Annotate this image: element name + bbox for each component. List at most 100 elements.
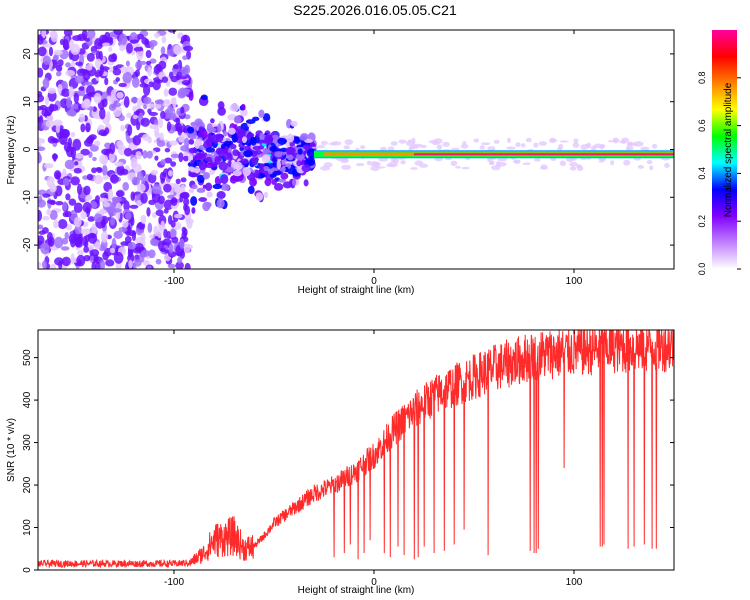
spectrogram-blob: [64, 159, 75, 170]
spectrogram-blob: [149, 234, 155, 239]
spectrogram-blob: [82, 201, 92, 214]
spectrogram-blob: [108, 66, 114, 73]
spectrogram-blob: [102, 164, 108, 177]
spectrogram-blob: [480, 142, 491, 146]
spectrogram-blob: [155, 79, 164, 84]
spectrogram-blob: [87, 135, 95, 142]
spectrogram-blob: [540, 164, 548, 170]
spectrogram-blob: [220, 174, 229, 185]
spectrogram-blob: [86, 52, 95, 62]
spectrogram-blob: [160, 220, 165, 231]
spectrogram-blob: [233, 115, 242, 124]
spectrogram-blob: [141, 176, 146, 185]
spectrogram-blob: [194, 118, 204, 128]
spectrogram-blob: [181, 79, 191, 86]
spectrogram-blob: [84, 196, 90, 202]
spectrogram-blob: [38, 114, 44, 125]
spectrogram-blob: [99, 107, 106, 120]
spectrogram-blob: [136, 200, 142, 206]
spectrogram-blob: [93, 174, 104, 185]
spectrogram-blob: [139, 83, 149, 88]
spectrogram-blob: [188, 138, 195, 145]
spectrogram-blob: [202, 171, 211, 180]
spectrogram-blob: [74, 75, 85, 84]
spectrogram-blob: [646, 159, 653, 165]
spectrogram-blob: [623, 159, 631, 166]
x-tick-label: 0: [371, 276, 377, 287]
spectrogram-blob: [74, 153, 84, 159]
spectrogram-blob: [81, 228, 91, 235]
spectrogram-blob: [303, 179, 309, 187]
spectrogram-blob: [159, 171, 166, 182]
spectrogram-blob: [131, 76, 140, 88]
spectrogram-blob: [286, 154, 294, 161]
spectrogram-blob: [129, 204, 139, 209]
spectrogram-blob: [161, 76, 169, 83]
spectrogram-blob: [664, 162, 670, 168]
spectrogram-blob: [577, 165, 584, 172]
spectrogram-blob: [132, 135, 142, 146]
spectrogram-blob: [113, 230, 123, 239]
spectrogram-blob: [70, 176, 80, 186]
spectrogram-blob: [215, 134, 224, 143]
spectrogram-blob: [255, 192, 264, 202]
spectrogram-blob: [170, 196, 178, 206]
spectrogram-blob: [179, 250, 186, 259]
spectrogram-blob: [239, 146, 244, 152]
colorbar-tick-label: 0.4: [697, 167, 707, 180]
spectrogram-blob: [214, 155, 221, 165]
spectrogram-blob: [232, 169, 243, 177]
x-tick-label: 0: [371, 577, 377, 588]
spectrogram-blob: [142, 259, 150, 266]
spectrogram-blob: [197, 152, 206, 159]
spectrogram-blob: [111, 237, 117, 250]
spectrogram-blob: [184, 262, 191, 269]
spectrogram-blob: [114, 161, 124, 167]
y-tick-label: 20: [22, 48, 33, 60]
spectrogram-blob: [190, 121, 196, 127]
spectrogram-blob: [38, 35, 44, 45]
spectrogram-blob: [65, 69, 76, 77]
colorbar-ticks: 0.0 0.2 0.4 0.6 0.8: [697, 72, 741, 275]
spectrogram-blob: [149, 124, 159, 130]
spectrogram-blob: [584, 143, 590, 147]
spectrogram-blob: [41, 260, 48, 269]
spectrogram-blob: [101, 231, 108, 243]
spectrogram-blob: [154, 32, 160, 39]
spectrogram-blob: [204, 156, 214, 163]
spectrogram-blob: [106, 111, 111, 123]
spectrogram-blob: [72, 103, 79, 110]
spectrogram-blob: [512, 160, 521, 163]
spectrogram-blob: [633, 157, 641, 161]
spectrogram-blob: [38, 261, 42, 269]
spectrogram-blob: [271, 179, 277, 186]
spectrogram-blob: [549, 139, 558, 142]
spectrogram-blob: [84, 37, 90, 42]
spectrogram-blob: [307, 157, 316, 166]
spectrogram-blob: [65, 97, 72, 109]
spectrogram-blob: [180, 106, 185, 114]
spectrogram-blob: [38, 106, 44, 111]
spectrogram-blob: [55, 71, 62, 77]
spectrogram-x-ticks: -100 0 100: [164, 30, 583, 287]
spectrogram-blob: [178, 135, 186, 143]
spectrogram-blob: [254, 169, 260, 179]
spectrogram-blob: [188, 172, 197, 178]
spectrogram-blob: [80, 123, 86, 133]
spectrogram-blob: [99, 64, 104, 76]
spectrogram-blob: [40, 243, 49, 249]
spectrogram-blob: [50, 30, 59, 43]
spectrogram-blob: [156, 140, 166, 148]
spectrogram-blob: [150, 170, 159, 176]
spectrogram-blob: [92, 156, 97, 162]
spectrogram-blob: [252, 149, 262, 155]
spectrogram-blob: [70, 146, 77, 159]
spectrogram-blob: [140, 214, 147, 224]
spectrogram-blob: [73, 167, 82, 174]
spectrogram-blob: [122, 71, 133, 84]
spectrogram-blob: [52, 138, 60, 144]
spectrogram-blob: [52, 153, 57, 162]
spectrogram-blob: [155, 258, 162, 265]
spectrogram-blob: [146, 103, 156, 108]
